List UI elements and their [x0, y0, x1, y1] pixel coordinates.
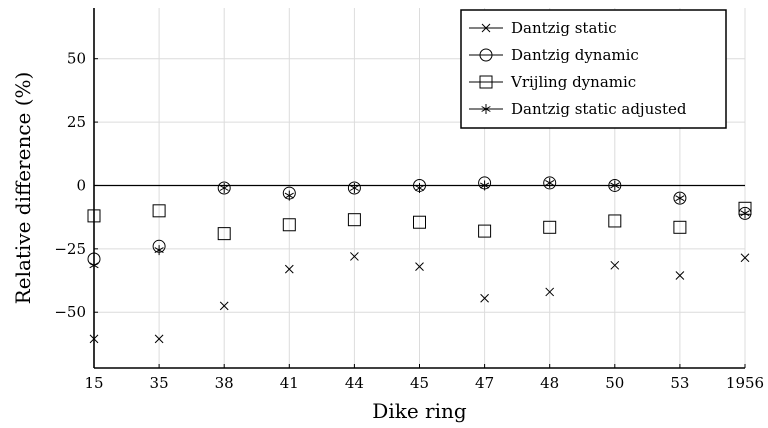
data-point — [415, 262, 424, 271]
data-point — [349, 183, 359, 193]
data-point — [152, 204, 166, 218]
legend-label: Dantzig dynamic — [511, 46, 639, 64]
data-point — [740, 253, 750, 263]
x-tick-label: 47 — [475, 374, 494, 392]
legend-entry: Dantzig static — [469, 19, 617, 37]
data-point — [347, 213, 361, 227]
x-tick-label: 45 — [410, 374, 429, 392]
data-point — [217, 227, 231, 241]
legend-marker — [479, 75, 493, 89]
legend-entry: Dantzig static adjusted — [469, 100, 687, 118]
data-point — [608, 178, 622, 192]
data-point — [217, 181, 231, 195]
legend-entry: Vrijling dynamic — [469, 73, 636, 91]
data-point — [673, 191, 687, 205]
legend-marker — [479, 48, 493, 62]
data-point — [282, 218, 296, 232]
data-point — [610, 180, 620, 191]
y-tick-label: −25 — [54, 240, 86, 258]
data-point — [478, 224, 492, 238]
data-point — [154, 245, 164, 256]
data-point — [675, 271, 685, 280]
data-point — [219, 183, 229, 193]
data-point — [480, 180, 490, 191]
y-axis-label: Relative difference (%) — [11, 72, 35, 305]
x-axis-label: Dike ring — [372, 399, 467, 423]
legend-marker — [481, 23, 491, 33]
data-point — [545, 177, 555, 188]
x-tick-label: 15 — [84, 374, 103, 392]
legend: Dantzig static Dantzig dynamic Vrijling dy… — [460, 9, 727, 129]
data-point — [675, 193, 685, 204]
legend-entry: Dantzig dynamic — [469, 46, 639, 64]
data-point — [480, 293, 489, 303]
data-point — [414, 183, 425, 193]
x-tick-label: 35 — [150, 374, 169, 392]
x-tick-label: 38 — [215, 374, 234, 392]
data-marks — [87, 176, 752, 344]
series-3 — [89, 177, 750, 271]
data-point — [608, 214, 622, 228]
y-tick-label: −50 — [54, 303, 86, 321]
data-point — [545, 287, 555, 297]
legend-marker — [481, 104, 491, 114]
x-tick-label: 50 — [605, 374, 624, 392]
data-point — [219, 301, 229, 311]
data-point — [673, 220, 687, 234]
y-tick-label: 50 — [67, 50, 86, 68]
legend-label: Dantzig static adjusted — [511, 100, 687, 118]
x-tick-label: 53 — [670, 374, 689, 392]
data-point — [347, 181, 361, 195]
legend-label: Dantzig static — [511, 19, 617, 37]
x-tick-label: 41 — [280, 374, 299, 392]
data-point — [284, 264, 294, 274]
data-point — [740, 208, 750, 219]
y-tick-label: 25 — [67, 113, 86, 131]
x-tick-label: 44 — [345, 374, 364, 392]
data-point — [413, 215, 426, 229]
data-point — [350, 252, 359, 261]
data-point — [610, 260, 620, 270]
ticks: 15 35 38 41 44 45 47 48 50 53 1956 −50 −25 0 25 50 — [54, 50, 764, 392]
legend-label: Vrijling dynamic — [510, 73, 636, 91]
data-point — [154, 334, 164, 344]
legend-box — [460, 9, 727, 129]
data-point — [543, 176, 557, 190]
data-point — [284, 190, 294, 201]
y-tick-label: 0 — [76, 176, 86, 194]
x-tick-label: 48 — [540, 374, 559, 392]
data-point — [543, 220, 557, 234]
x-tick-label: 1956 — [726, 374, 764, 392]
